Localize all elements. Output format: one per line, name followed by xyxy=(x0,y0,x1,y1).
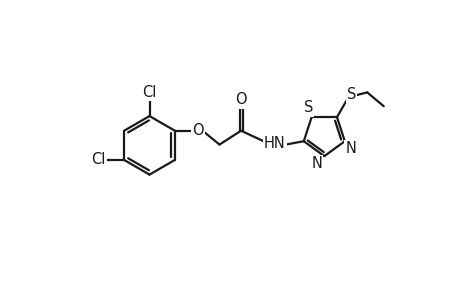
Text: N: N xyxy=(345,141,356,156)
Text: O: O xyxy=(192,123,203,138)
Text: S: S xyxy=(346,87,356,102)
Text: HN: HN xyxy=(263,136,285,151)
Text: Cl: Cl xyxy=(142,85,157,100)
Text: Cl: Cl xyxy=(91,152,106,167)
Text: S: S xyxy=(303,100,313,116)
Text: O: O xyxy=(235,92,246,107)
Text: N: N xyxy=(310,156,321,171)
